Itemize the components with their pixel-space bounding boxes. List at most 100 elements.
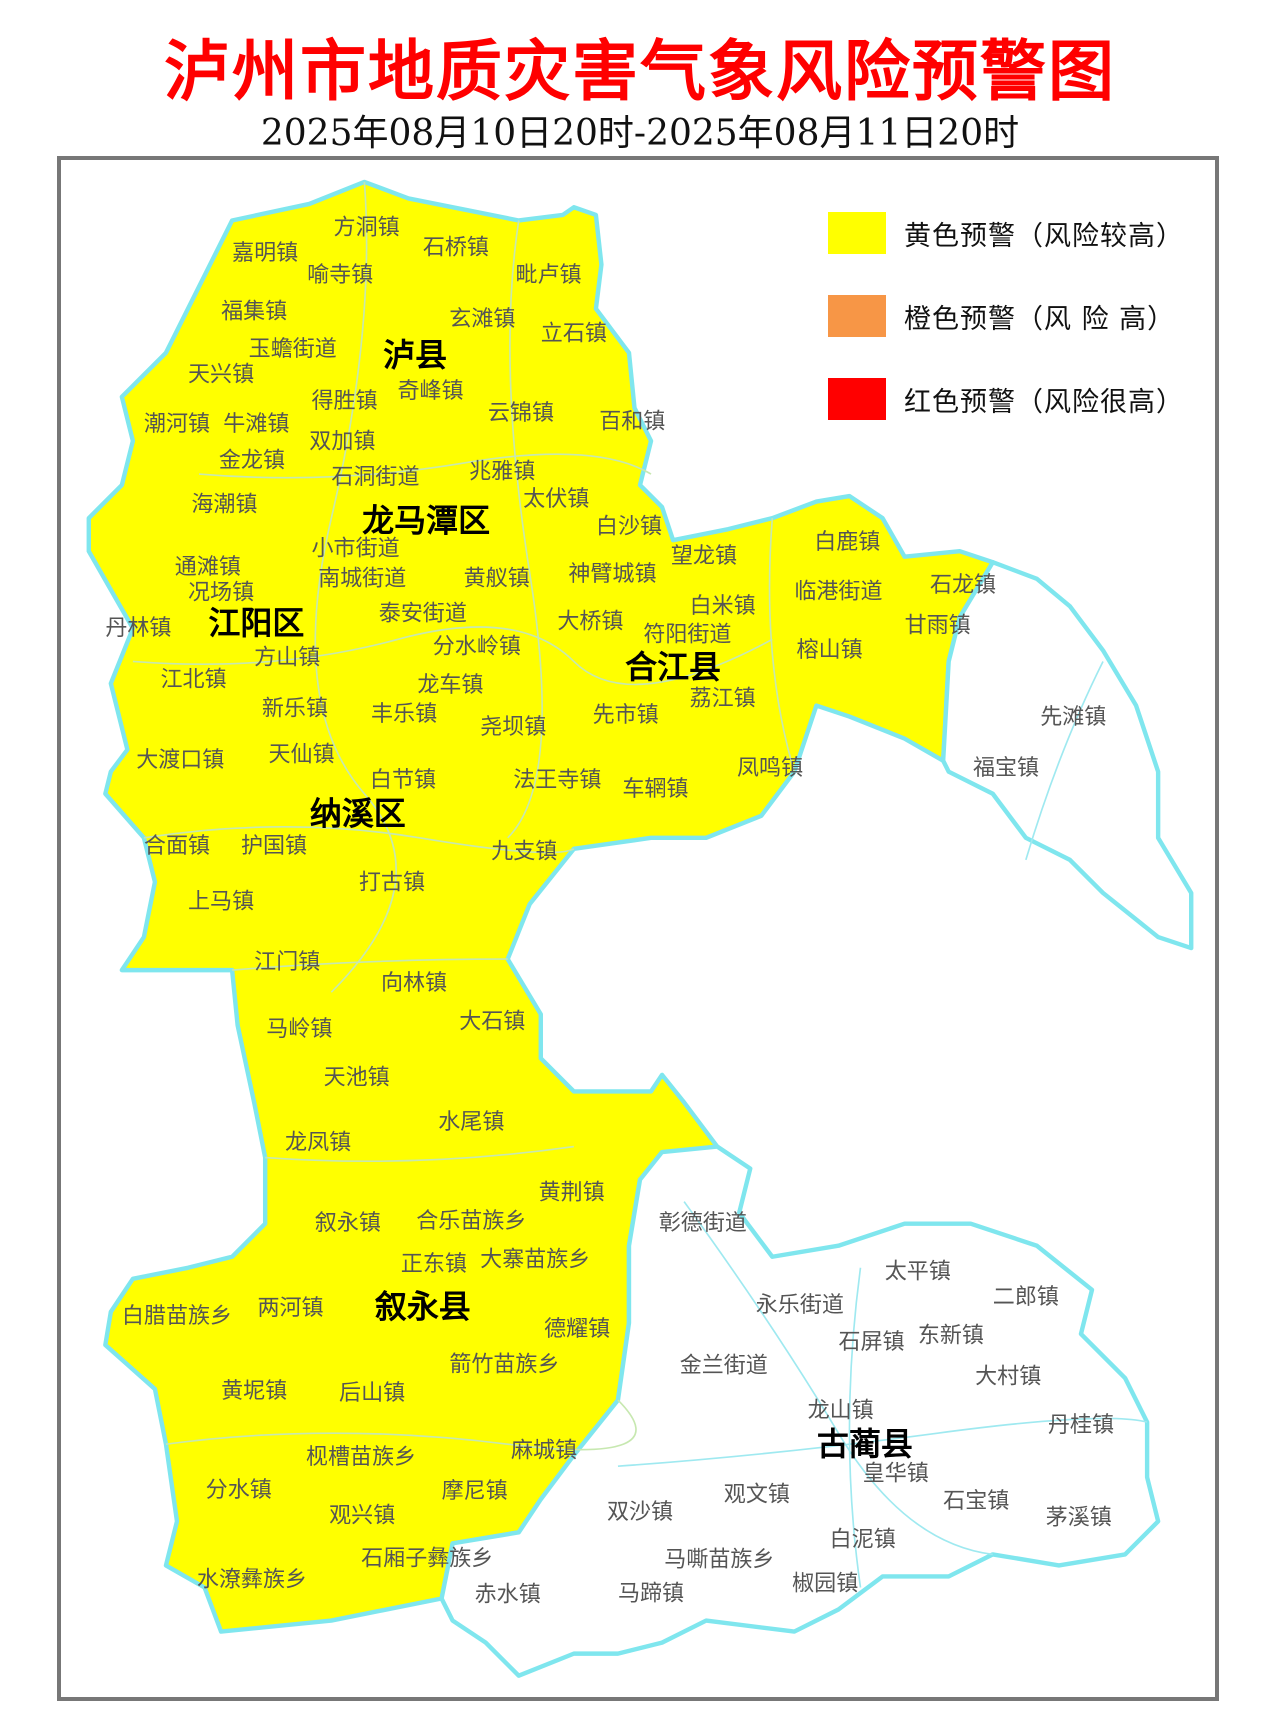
district-label: 江阳区 — [208, 604, 304, 642]
town-label: 通滩镇 — [175, 555, 241, 580]
town-label: 摩尼镇 — [442, 1479, 508, 1504]
town-label: 马岭镇 — [266, 1017, 332, 1042]
town-label: 符阳街道 — [643, 622, 731, 647]
town-label: 方洞镇 — [334, 216, 400, 241]
town-label: 白腊苗族乡 — [122, 1304, 232, 1329]
town-label: 天兴镇 — [188, 362, 254, 387]
legend-item: 橙色预警（风 险 高） — [828, 295, 1175, 337]
town-label: 水尾镇 — [438, 1110, 504, 1135]
town-label: 丹桂镇 — [1048, 1413, 1114, 1438]
town-label: 九支镇 — [491, 840, 557, 865]
town-label: 分水镇 — [206, 1478, 272, 1503]
town-label: 大石镇 — [459, 1009, 525, 1034]
town-label: 赤水镇 — [475, 1583, 541, 1608]
town-label: 望龙镇 — [671, 544, 737, 569]
town-label: 毗卢镇 — [515, 263, 581, 288]
town-label: 打古镇 — [359, 871, 425, 896]
map-title: 泸州市地质灾害气象风险预警图 — [164, 33, 1116, 110]
town-label: 天池镇 — [324, 1066, 390, 1091]
gulin-internal-boundaries — [617, 661, 1148, 1588]
town-label: 水潦彝族乡 — [197, 1567, 307, 1592]
town-label: 奇峰镇 — [397, 379, 463, 404]
town-label: 白鹿镇 — [814, 530, 880, 555]
town-label: 麻城镇 — [511, 1438, 577, 1463]
town-label: 新乐镇 — [262, 696, 328, 721]
district-label: 泸县 — [383, 336, 447, 374]
gulin-no-warning-area — [439, 1144, 1161, 1678]
legend-item: 黄色预警（风险较高） — [828, 212, 1184, 254]
legend-swatch — [828, 295, 886, 337]
town-label: 福集镇 — [221, 299, 287, 324]
town-label: 大渡口镇 — [136, 748, 224, 773]
town-label: 合乐苗族乡 — [416, 1209, 526, 1234]
town-label: 枧槽苗族乡 — [306, 1445, 416, 1470]
town-label: 况场镇 — [188, 581, 254, 606]
town-label: 黄荆镇 — [539, 1180, 605, 1205]
town-label: 榕山镇 — [797, 638, 863, 663]
legend-swatch — [828, 378, 886, 420]
town-label: 太平镇 — [885, 1260, 951, 1285]
town-label: 白沙镇 — [596, 514, 662, 539]
town-label: 茅溪镇 — [1046, 1506, 1112, 1531]
town-label: 双加镇 — [309, 430, 375, 455]
district-label: 合江县 — [625, 648, 721, 686]
town-label: 玉蟾街道 — [249, 337, 337, 362]
town-label: 皇华镇 — [863, 1461, 929, 1486]
town-label: 百和镇 — [599, 410, 665, 435]
town-label: 龙车镇 — [417, 673, 483, 698]
town-label: 先市镇 — [593, 703, 659, 728]
internal-boundaries — [132, 181, 796, 1451]
town-label: 分水岭镇 — [433, 635, 521, 660]
district-label: 古蔺县 — [817, 1425, 913, 1463]
town-label: 泰安街道 — [379, 602, 467, 627]
town-label: 临港街道 — [794, 579, 882, 604]
town-label: 椒园镇 — [792, 1572, 858, 1597]
town-label: 箭竹苗族乡 — [449, 1352, 559, 1377]
town-label: 二郎镇 — [993, 1285, 1059, 1310]
town-label: 德耀镇 — [544, 1317, 610, 1342]
town-label: 得胜镇 — [311, 389, 377, 414]
town-label: 彰德街道 — [659, 1211, 747, 1236]
town-label: 大村镇 — [975, 1364, 1041, 1389]
town-label: 云锦镇 — [488, 401, 554, 426]
town-label: 大桥镇 — [557, 609, 623, 634]
town-label: 玄滩镇 — [449, 307, 515, 332]
legend-item: 红色预警（风险很高） — [828, 378, 1184, 420]
town-label: 观文镇 — [724, 1482, 790, 1507]
town-label: 两河镇 — [257, 1296, 323, 1321]
town-label: 江门镇 — [254, 950, 320, 975]
town-label: 正东镇 — [401, 1252, 467, 1277]
legend-swatch — [828, 212, 886, 254]
town-label: 白泥镇 — [830, 1528, 896, 1553]
town-label: 永乐街道 — [756, 1293, 844, 1318]
town-label: 嘉明镇 — [232, 241, 298, 266]
town-label: 兆雅镇 — [469, 459, 535, 484]
town-label: 双沙镇 — [607, 1500, 673, 1525]
town-label: 护国镇 — [241, 834, 307, 859]
legend-label: 红色预警（风险很高） — [904, 386, 1184, 418]
town-label: 喻寺镇 — [307, 263, 373, 288]
district-label: 龙马潭区 — [362, 501, 490, 539]
town-label: 凤鸣镇 — [737, 756, 803, 781]
town-label: 石龙镇 — [930, 573, 996, 598]
town-label: 石桥镇 — [423, 236, 489, 261]
town-label: 海潮镇 — [191, 492, 257, 517]
district-label: 纳溪区 — [310, 795, 406, 833]
town-label: 东新镇 — [918, 1324, 984, 1349]
town-label: 石洞街道 — [331, 465, 419, 490]
town-label: 丹林镇 — [105, 616, 171, 641]
town-label: 立石镇 — [541, 322, 607, 347]
town-label: 石宝镇 — [943, 1489, 1009, 1514]
hejiang-east-no-warning-area — [940, 560, 1194, 951]
town-label: 石厢子彝族乡 — [361, 1546, 493, 1571]
town-label: 白米镇 — [690, 594, 756, 619]
town-label: 黄坭镇 — [221, 1379, 287, 1404]
town-label: 牛滩镇 — [223, 412, 289, 437]
map-subtitle: 2025年08月10日20时-2025年08月11日20时 — [260, 113, 1020, 154]
town-label: 荔江镇 — [690, 686, 756, 711]
town-label: 潮河镇 — [144, 412, 210, 437]
town-label: 大寨苗族乡 — [480, 1248, 590, 1273]
town-label: 太伏镇 — [523, 487, 589, 512]
town-label: 法王寺镇 — [513, 768, 601, 793]
